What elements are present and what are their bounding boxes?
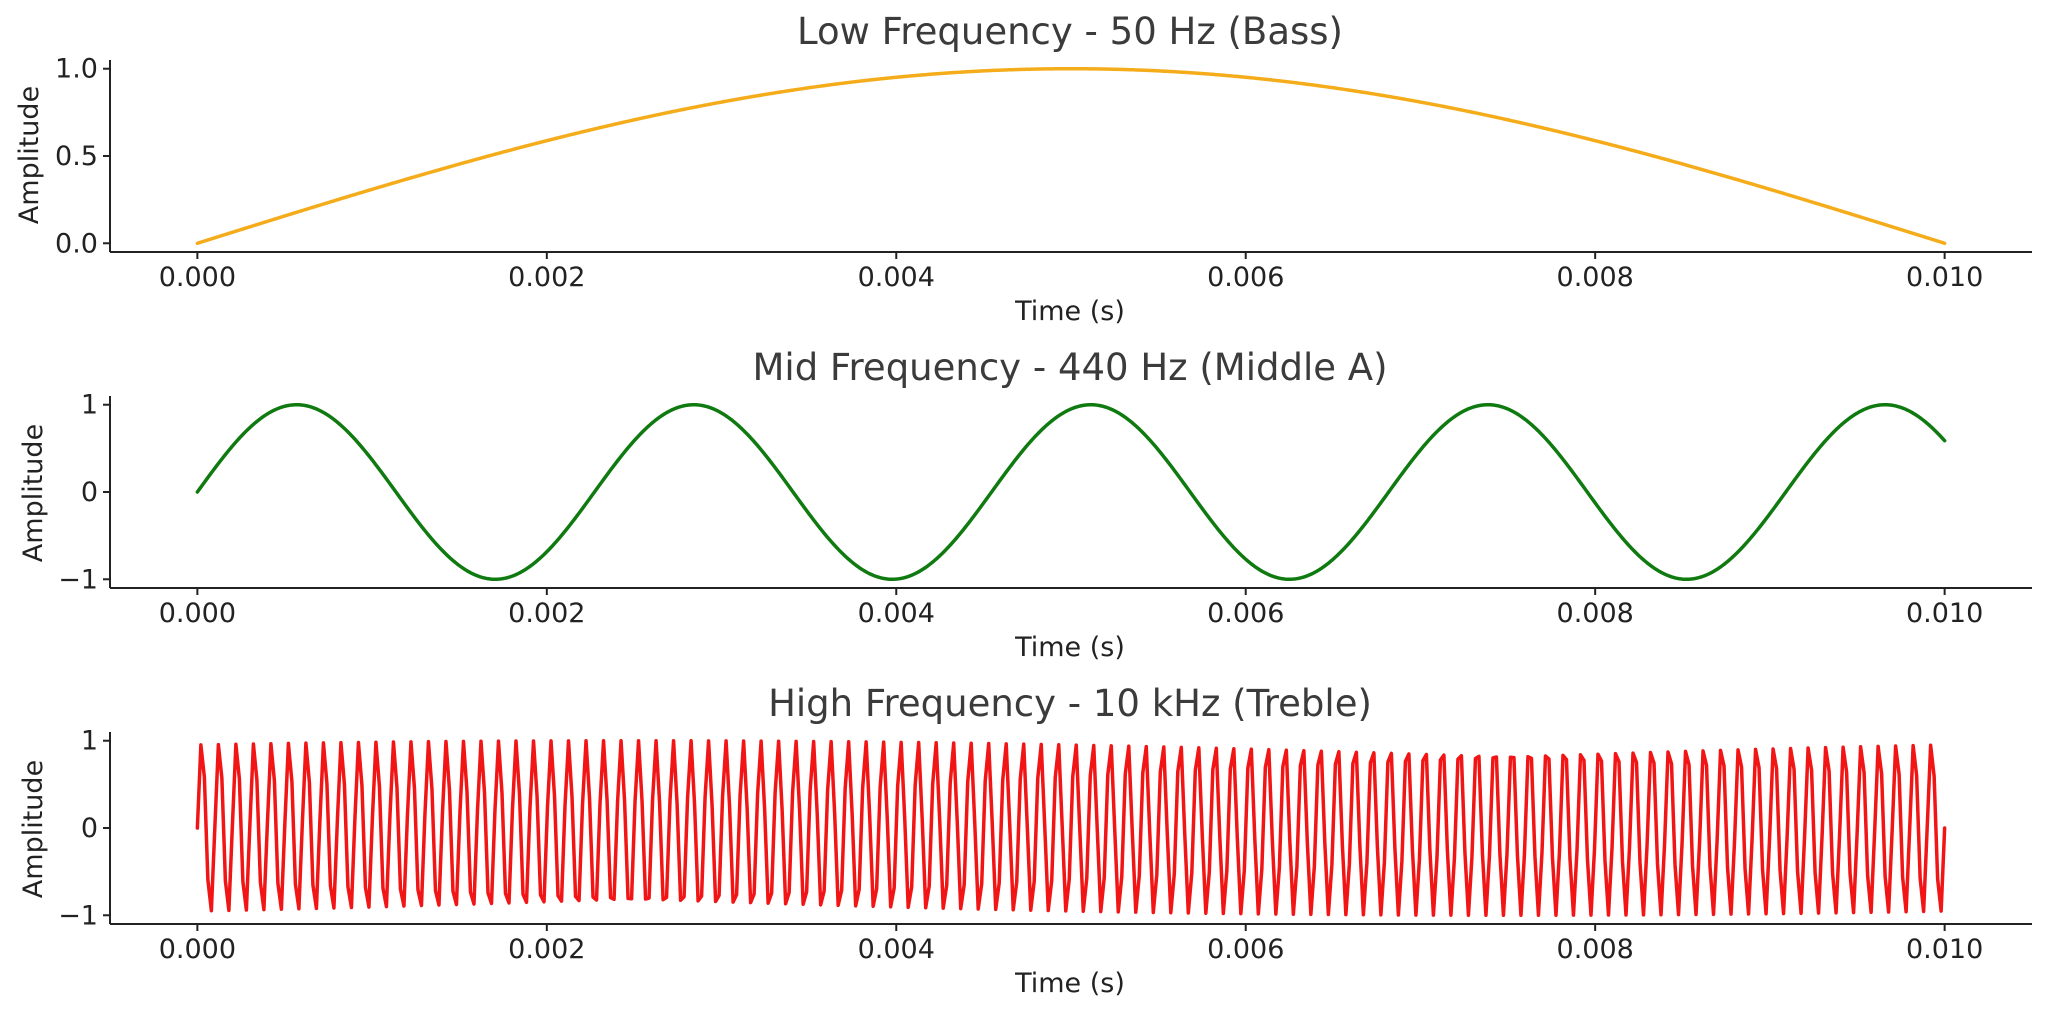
x-tick-label: 0.002 <box>508 598 585 629</box>
panel-mid-frequency: Mid Frequency - 440 Hz (Middle A) Amplit… <box>18 346 2032 663</box>
x-tick-label: 0.010 <box>1906 598 1983 629</box>
y-tick-label: −1 <box>58 900 98 931</box>
y-tick-label: 1 <box>81 390 98 421</box>
series-line <box>195 402 1947 582</box>
x-tick-label: 0.000 <box>159 598 236 629</box>
x-axis-label: Time (s) <box>1014 968 1125 999</box>
x-tick-label: 0.010 <box>1906 262 1983 293</box>
x-tick-label: 0.008 <box>1557 934 1634 965</box>
y-axis-label: Amplitude <box>18 424 49 562</box>
x-tick-label: 0.000 <box>159 262 236 293</box>
x-tick-label: 0.006 <box>1207 598 1284 629</box>
y-tick-label: 0 <box>81 477 98 508</box>
y-tick-label: 1.0 <box>55 54 98 85</box>
series-layer <box>195 402 1947 582</box>
x-tick-label: 0.000 <box>159 934 236 965</box>
x-tick-label: 0.004 <box>858 598 935 629</box>
y-axis-label: Amplitude <box>14 86 45 224</box>
x-tick-label: 0.004 <box>858 934 935 965</box>
ticks-layer: 0.000 0.002 0.004 0.006 0.008 0.010 −1 0 1 <box>58 726 1983 965</box>
chart-title: Mid Frequency - 440 Hz (Middle A) <box>752 346 1387 389</box>
x-tick-label: 0.004 <box>858 262 935 293</box>
series-line <box>195 738 1947 918</box>
y-axis-label: Amplitude <box>18 760 49 898</box>
x-tick-label: 0.006 <box>1207 934 1284 965</box>
x-tick-label: 0.002 <box>508 262 585 293</box>
x-tick-label: 0.008 <box>1557 262 1634 293</box>
panel-low-frequency: Low Frequency - 50 Hz (Bass) Amplitude T… <box>14 10 2032 327</box>
x-tick-label: 0.002 <box>508 934 585 965</box>
panel-high-frequency: High Frequency - 10 kHz (Treble) Amplitu… <box>18 682 2032 999</box>
series-layer <box>195 66 1947 246</box>
y-tick-label: 0.0 <box>55 228 98 259</box>
chart-title: High Frequency - 10 kHz (Treble) <box>768 682 1372 725</box>
series-line <box>195 66 1947 246</box>
ticks-layer: 0.000 0.002 0.004 0.006 0.008 0.010 0.0 0.5 1.0 <box>55 54 1983 293</box>
x-tick-label: 0.010 <box>1906 934 1983 965</box>
chart-title: Low Frequency - 50 Hz (Bass) <box>797 10 1343 53</box>
y-tick-label: −1 <box>58 564 98 595</box>
y-tick-label: 0 <box>81 813 98 844</box>
y-tick-label: 0.5 <box>55 141 98 172</box>
x-axis-label: Time (s) <box>1014 296 1125 327</box>
ticks-layer: 0.000 0.002 0.004 0.006 0.008 0.010 −1 0 1 <box>58 390 1983 629</box>
series-layer <box>195 738 1947 918</box>
x-tick-label: 0.006 <box>1207 262 1284 293</box>
x-tick-label: 0.008 <box>1557 598 1634 629</box>
y-tick-label: 1 <box>81 726 98 757</box>
x-axis-label: Time (s) <box>1014 632 1125 663</box>
